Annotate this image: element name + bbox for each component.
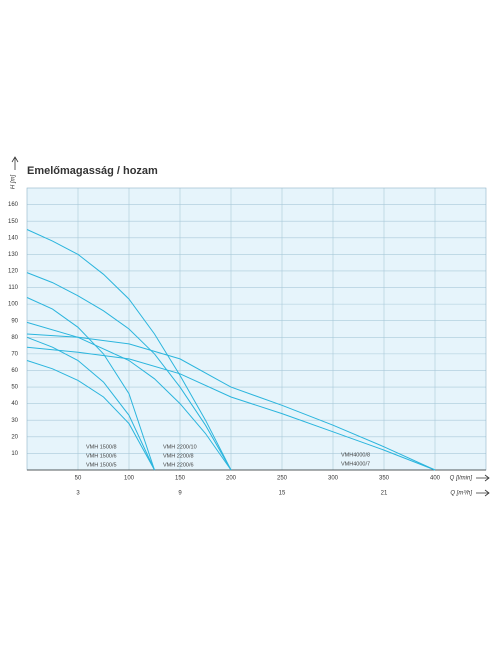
- y-arrow: [11, 156, 19, 170]
- x-tick-label: 400: [430, 476, 441, 482]
- y-tick-label: 100: [8, 302, 19, 308]
- x2-axis-label: Q [m³/h]: [450, 491, 472, 497]
- y-tick-label: 150: [8, 219, 19, 225]
- x-tick-label: 100: [124, 476, 135, 482]
- y-tick-label: 90: [11, 318, 18, 324]
- x-tick-label: 50: [75, 476, 82, 482]
- curve: [26, 333, 436, 471]
- y-tick-label: 120: [8, 269, 19, 275]
- x-tick-label: 150: [175, 476, 186, 482]
- y-tick-label: 140: [8, 235, 19, 241]
- plot-background: [27, 188, 486, 470]
- curve: [26, 272, 232, 471]
- curve: [26, 346, 436, 471]
- curve-label: VMH4000/8: [341, 452, 370, 458]
- y-tick-label: 110: [8, 285, 18, 291]
- y-tick-label: 130: [8, 252, 19, 258]
- x-tick-label: 350: [379, 476, 390, 482]
- x2-tick-label: 3: [76, 491, 80, 497]
- x-arrows: [476, 474, 490, 497]
- y-tick-label: 160: [8, 202, 19, 208]
- curve-label: VMH 1500/5: [86, 462, 117, 468]
- curve-label: VMH 2200/6: [163, 462, 194, 468]
- curve: [26, 297, 155, 471]
- y-tick-label: 70: [11, 351, 18, 357]
- x-axis-label: Q [l/min]: [450, 476, 473, 482]
- y-tick-label: 20: [11, 434, 18, 440]
- curve: [26, 360, 155, 471]
- curve-label: VMH 1500/6: [86, 453, 117, 459]
- curve: [26, 336, 155, 471]
- y-tick-label: 30: [11, 418, 18, 424]
- y-tick-label: 60: [11, 368, 18, 374]
- y-tick-label: 50: [11, 385, 18, 391]
- x-tick-label: 300: [328, 476, 339, 482]
- x-tick-label: 200: [226, 476, 237, 482]
- y-axis-label: H [m]: [11, 175, 17, 190]
- curve-label: VMH4000/7: [341, 461, 370, 467]
- y-tick-label: 40: [11, 401, 18, 407]
- x2-tick-label: 9: [178, 491, 182, 497]
- y-tick-label: 10: [11, 451, 18, 457]
- curve: [26, 229, 232, 471]
- x-tick-label: 250: [277, 476, 288, 482]
- curve-label: VMH 1500/8: [86, 444, 117, 450]
- y-tick-label: 80: [11, 335, 18, 341]
- curve-label: VMH 2200/8: [163, 453, 194, 459]
- x2-tick-label: 21: [381, 491, 388, 497]
- curve-label: VMH 2200/10: [163, 444, 197, 450]
- x2-tick-label: 15: [279, 491, 286, 497]
- chart-title: Emelőmagasság / hozam: [27, 165, 158, 177]
